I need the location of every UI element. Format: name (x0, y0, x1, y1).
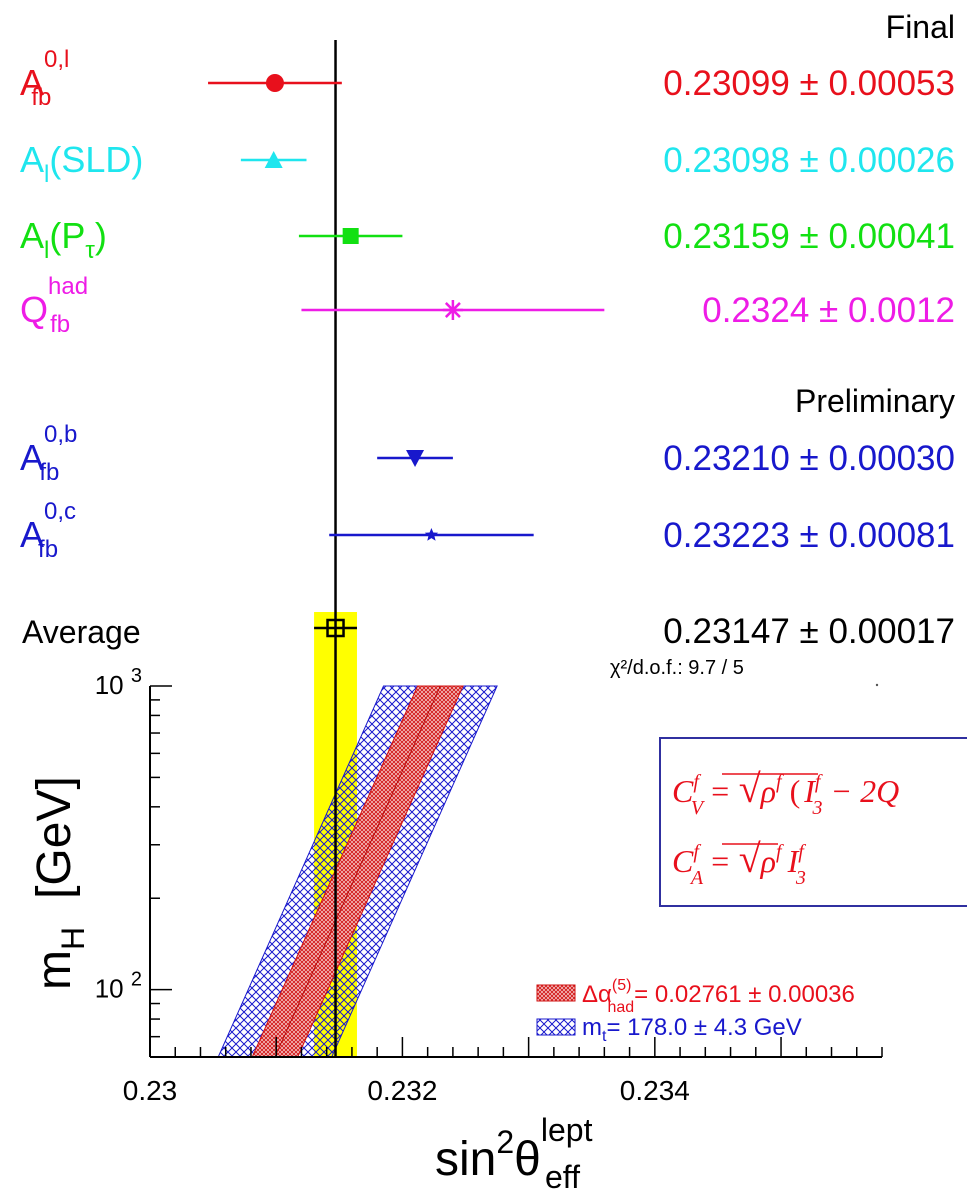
legend-swatch-mtop (536, 1018, 576, 1036)
coupling-formula-box: Cf V = √ρf(If 3 − 2Q Cf A = √ρf If 3 (659, 737, 967, 907)
band-center-line (274, 685, 441, 1058)
measurement-label: Al(Pτ) (20, 215, 107, 264)
legend-text-alpha: Δα(5) had= 0.02761 ± 0.00036 (582, 977, 855, 1016)
measurement-value: 0.23098 ± 0.00026 (663, 141, 955, 180)
y-tick-label: 10 2 (95, 969, 142, 1004)
average-marker (326, 618, 345, 638)
measurement-row: Al(Pτ) 0.23159 ± 0.00041 (20, 215, 955, 264)
y-tick-label: 10 3 (95, 665, 142, 700)
measurement-label: Al(SLD) (20, 139, 143, 188)
section-preliminary-label: Preliminary (795, 383, 955, 419)
formula-line-axial: Cf A = √ρf If 3 (672, 836, 806, 889)
measurement-label: Qhad fb (20, 273, 88, 338)
measurement-row: A0,b fb 0.23210 ± 0.00030 (20, 421, 955, 486)
measurement-marker (265, 74, 284, 92)
measurement-marker (424, 528, 439, 541)
measurement-value: 0.2324 ± 0.0012 (702, 291, 955, 330)
legend-swatch-alpha (536, 984, 576, 1002)
average-label: Average (22, 614, 141, 650)
x-ticks: 0.23 0.232 0.234 (123, 1037, 883, 1106)
stray-dot (875, 683, 879, 687)
measurement-marker (442, 300, 463, 320)
measurement-row: A0,c fb 0.23223 ± 0.00081 (20, 498, 955, 563)
svg-text:mH[GeV]: mH[GeV] (28, 776, 91, 990)
measurement-label: A0,l fb (20, 46, 69, 111)
band-legend: Δα(5) had= 0.02761 ± 0.00036 mt= 178.0 ± … (536, 977, 855, 1045)
measurement-row: Qhad fb 0.2324 ± 0.0012 (20, 273, 955, 338)
mh-bands (217, 685, 498, 1058)
measurement-row: Al(SLD) 0.23098 ± 0.00026 (20, 139, 955, 188)
measurement-value: 0.23210 ± 0.00030 (663, 439, 955, 478)
measurement-marker (342, 228, 359, 244)
x-tick-label: 0.232 (367, 1075, 437, 1106)
average-row: Average 0.23147 ± 0.00017 χ²/d.o.f.: 9.7… (22, 612, 955, 679)
measurements: A0,l fb 0.23099 ± 0.00053 Al(SLD) 0.23098 ± … (20, 46, 955, 563)
axes: 0.23 0.232 0.234 10 2 10 3 (95, 665, 883, 1106)
measurement-value: 0.23159 ± 0.00041 (663, 217, 955, 256)
measurement-value: 0.23099 ± 0.00053 (663, 64, 955, 103)
legend-text-mtop: mt= 178.0 ± 4.3 GeV (582, 1014, 802, 1045)
x-tick-label: 0.234 (620, 1075, 690, 1106)
measurement-label: A0,c fb (20, 498, 76, 563)
measurement-marker (406, 450, 425, 467)
y-axis-label: mH[GeV] (28, 776, 91, 990)
average-value: 0.23147 ± 0.00017 (663, 612, 955, 651)
measurement-row: A0,l fb 0.23099 ± 0.00053 (20, 46, 955, 111)
measurement-value: 0.23223 ± 0.00081 (663, 516, 955, 555)
section-final-label: Final (886, 9, 955, 45)
measurement-label: A0,b fb (20, 421, 77, 486)
x-tick-label: 0.23 (123, 1075, 178, 1106)
formula-line-vector: Cf V = √ρf(If 3 − 2Q (672, 766, 899, 819)
y-ticks: 10 2 10 3 (95, 665, 172, 1058)
x-axis-label-sub: eff (545, 1159, 580, 1194)
measurement-marker (264, 151, 283, 168)
chi2-label: χ²/d.o.f.: 9.7 / 5 (610, 657, 744, 679)
x-axis-label: sin2θlept (435, 1112, 593, 1186)
